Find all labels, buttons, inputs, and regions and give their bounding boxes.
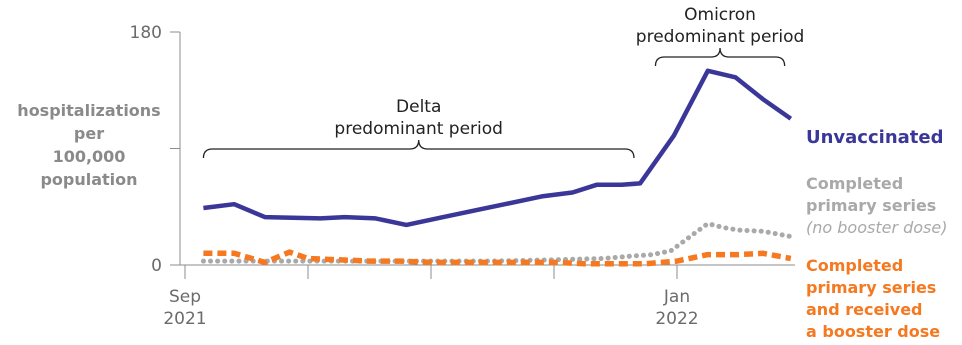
period-annotation-line: predominant period xyxy=(334,119,503,139)
series-label-line: primary series xyxy=(806,278,936,297)
series-label-line: Completed xyxy=(806,174,903,193)
x-tick-label-line: 2022 xyxy=(655,309,698,329)
period-annotation-line: Omicron xyxy=(684,5,756,25)
x-tick-label-line: Jan xyxy=(663,287,690,307)
series-label-1: Completed primary series (no booster dose) xyxy=(806,174,947,237)
series-label-line: (no booster dose) xyxy=(806,218,947,237)
series-label-line: primary series xyxy=(806,196,936,215)
period-annotation-line: predominant period xyxy=(636,27,805,47)
series-label-line: Completed xyxy=(806,256,903,275)
x-tick-label-line: 2021 xyxy=(163,309,206,329)
series-label-line: Unvaccinated xyxy=(806,127,943,148)
y-axis-label-line: population xyxy=(40,170,137,189)
series-label-line: and received xyxy=(806,300,923,319)
series-label-2: Completed primary series and received a boo… xyxy=(806,256,940,341)
series-line-2 xyxy=(203,252,790,264)
axes: 0 180 hospitalizations per 100,000 population… xyxy=(17,23,795,329)
y-axis-label: hospitalizations per 100,000 population xyxy=(17,101,160,189)
x-tick-label-line: Sep xyxy=(169,287,201,307)
period-bracket xyxy=(203,140,634,158)
y-axis-label-line: hospitalizations xyxy=(17,101,160,120)
series-lines xyxy=(203,71,790,264)
y-axis-label-line: 100,000 xyxy=(53,147,126,166)
series-line-0 xyxy=(203,71,790,225)
period-bracket xyxy=(655,48,784,66)
y-tick-label: 0 xyxy=(151,256,162,276)
series-label-0: Unvaccinated xyxy=(806,127,943,148)
period-annotation-line: Delta xyxy=(396,97,441,117)
series-labels: Unvaccinated Completed primary series (no b… xyxy=(806,127,947,341)
y-axis-label-line: per xyxy=(74,124,104,143)
y-tick-label: 180 xyxy=(130,23,162,43)
series-label-line: a booster dose xyxy=(806,322,940,341)
